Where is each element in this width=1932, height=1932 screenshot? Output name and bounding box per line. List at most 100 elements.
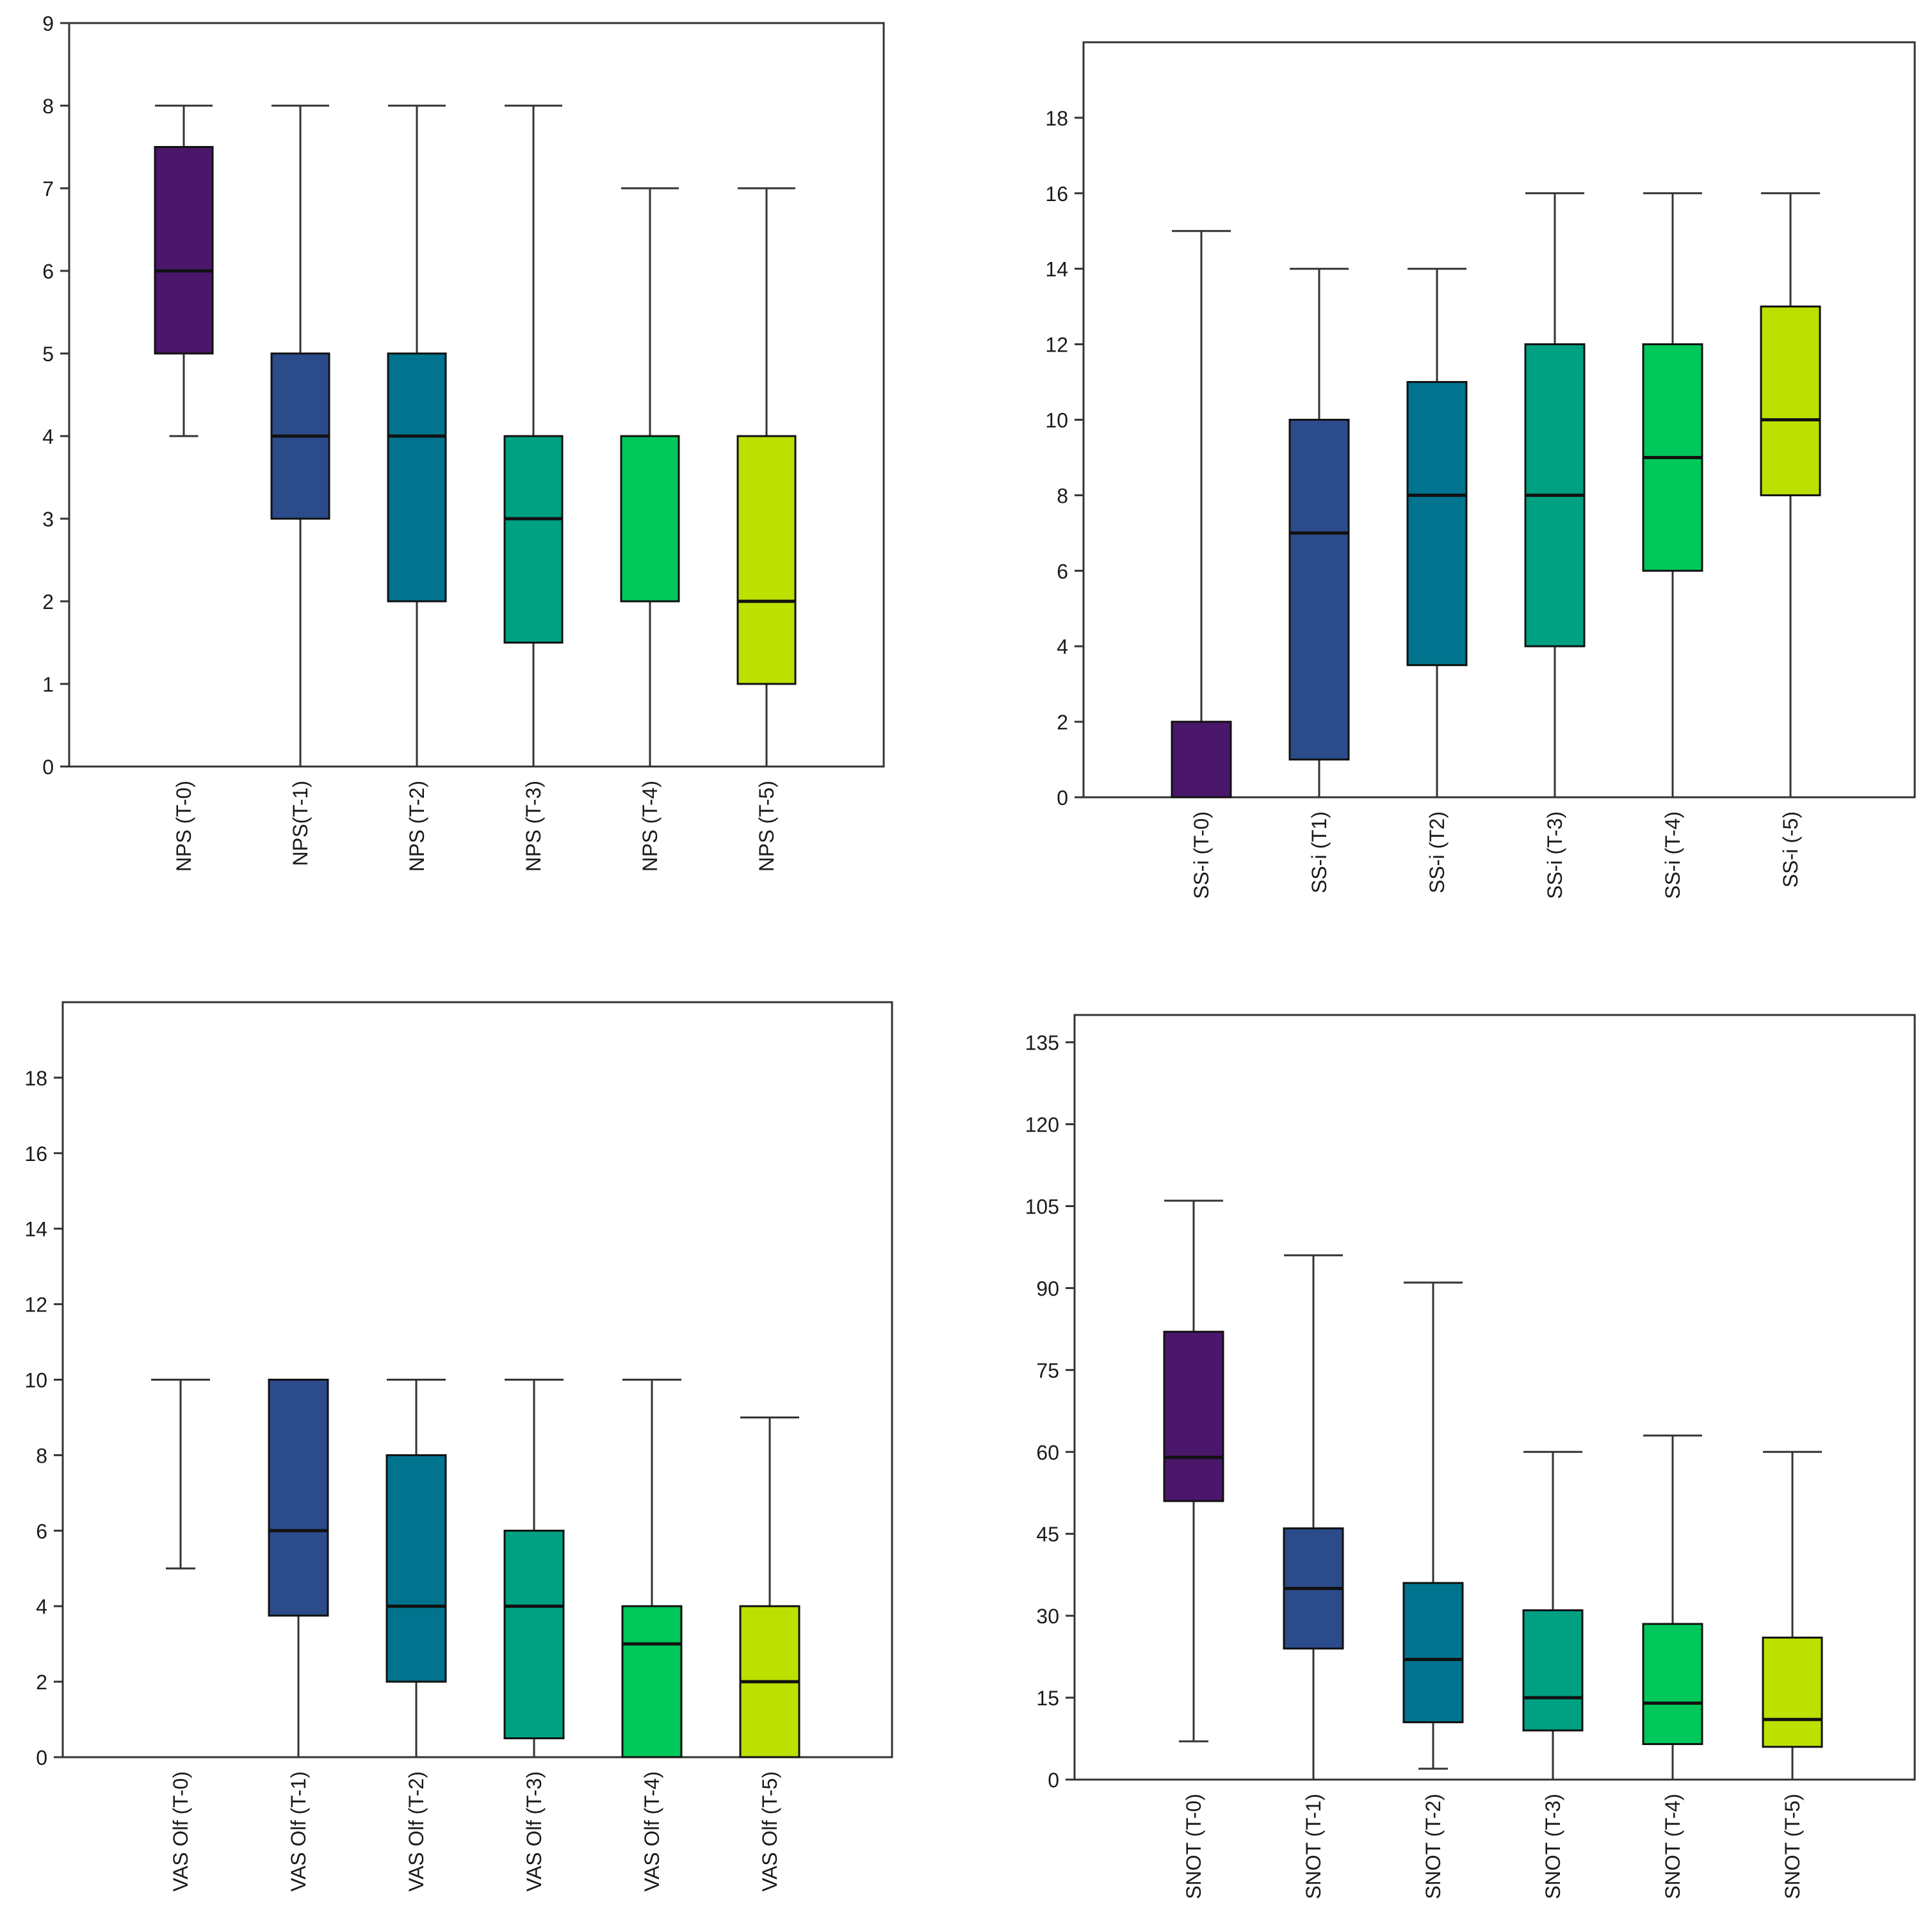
box-body: [503, 1529, 565, 1740]
box-5: [1642, 192, 1703, 797]
y-tick-label: 0: [1057, 786, 1068, 809]
y-tick-label: 8: [1057, 484, 1068, 507]
y-tick-label: 135: [1025, 1032, 1059, 1055]
box-body: [387, 352, 447, 603]
y-tick-label: 14: [1045, 258, 1068, 281]
y-tick-label: 15: [1036, 1687, 1059, 1710]
y-tick-label: 4: [42, 425, 54, 448]
category-label: VAS Olf (T-4): [640, 1771, 663, 1892]
box-2: [1283, 1254, 1344, 1780]
y-tick-label: 18: [24, 1067, 47, 1090]
y-tick-label: 7: [42, 177, 54, 200]
category-label: SNOT (T-0): [1182, 1794, 1205, 1899]
category-label: SS-i (T-0): [1190, 811, 1213, 899]
boxplot-panel-2: 0 2 4 6 8 10 12 14 16 18 SS-i (T-0) SS-i (T1) SS-i (…: [1045, 41, 1916, 899]
category-label: SS-i (T1): [1308, 811, 1331, 893]
category-label: NPS (T-4): [638, 781, 662, 872]
y-tick-label: 0: [42, 756, 54, 779]
y-tick-label: 10: [24, 1369, 47, 1392]
y-tick-label: 4: [1057, 635, 1068, 658]
y-tick-label: 120: [1025, 1114, 1059, 1137]
y-tick-label: 16: [1045, 183, 1068, 206]
box-1: [1171, 230, 1232, 799]
category-label: NPS (T-5): [755, 781, 778, 872]
y-tick-label: 6: [36, 1520, 47, 1543]
y-tick-label: 60: [1036, 1441, 1059, 1464]
box-5: [620, 187, 680, 767]
y-tick-label: 9: [42, 12, 54, 35]
box-body: [1760, 305, 1821, 496]
box-body: [621, 1605, 683, 1758]
category-label: SNOT (T-4): [1661, 1794, 1684, 1899]
y-tick-label: 8: [42, 95, 54, 118]
box-body: [1402, 1582, 1464, 1723]
plot-frame: [1073, 1014, 1916, 1781]
box-body: [620, 435, 680, 603]
box-body: [1762, 1636, 1823, 1748]
boxplot-panel-4: 0 15 30 45 60 75 90 105 120 135 SNOT (T-0) SNOT (T-…: [1025, 1014, 1916, 1899]
y-tick-label: 30: [1036, 1605, 1059, 1628]
category-label: VAS Olf (T-1): [287, 1771, 310, 1892]
category-label: NPS (T-3): [522, 781, 545, 872]
box-body: [1288, 419, 1350, 761]
y-tick-label: 4: [36, 1595, 47, 1618]
category-label: NPS (T-2): [405, 781, 428, 872]
box-body: [1171, 720, 1232, 799]
y-tick-label: 0: [36, 1746, 47, 1769]
category-label: SNOT (T-5): [1781, 1794, 1804, 1899]
box-body: [1163, 1331, 1224, 1502]
box-4: [503, 1379, 565, 1757]
box-4: [1522, 1450, 1584, 1780]
y-tick-label: 16: [24, 1142, 47, 1165]
category-label: SNOT (T-1): [1302, 1794, 1325, 1899]
y-tick-label: 90: [1036, 1277, 1059, 1300]
y-tick-label: 10: [1045, 409, 1068, 432]
y-tick-label: 0: [1048, 1769, 1059, 1792]
category-label: SS-i (T-3): [1543, 811, 1566, 899]
boxplot-panel-1: 0 1 2 3 4 5 6 7 8 9 NPS (T-0) NPS(T-1) NPS (T-2) NPS …: [42, 12, 885, 872]
box-3: [1406, 268, 1468, 797]
box-1: [151, 1379, 210, 1570]
category-label: VAS Olf (T-2): [405, 1771, 428, 1892]
y-tick-label: 14: [24, 1218, 47, 1241]
y-tick-label: 18: [1045, 107, 1068, 130]
box-body: [154, 146, 214, 355]
box-4: [1524, 192, 1586, 797]
box-1: [1163, 1199, 1224, 1742]
box-2: [268, 1379, 329, 1757]
box-3: [387, 104, 447, 767]
box-4: [503, 104, 564, 767]
y-tick-label: 1: [42, 673, 54, 696]
y-tick-label: 105: [1025, 1196, 1059, 1219]
box-2: [1288, 268, 1350, 797]
boxplot-panel-3: 0 2 4 6 8 10 12 14 16 18 VAS Olf (T-0) VAS Olf (T-1…: [24, 1001, 893, 1892]
box-3: [386, 1379, 447, 1757]
box-3: [1402, 1281, 1464, 1770]
y-tick-label: 45: [1036, 1523, 1059, 1546]
box-1: [154, 104, 214, 437]
y-tick-label: 2: [36, 1671, 47, 1694]
box-body: [268, 1379, 329, 1617]
category-label: SS-i (T-4): [1661, 811, 1684, 899]
category-label: VAS Olf (T-3): [523, 1771, 546, 1892]
y-tick-label: 5: [42, 343, 54, 366]
y-tick-label: 2: [42, 590, 54, 613]
category-label: SNOT (T-2): [1422, 1794, 1445, 1899]
y-tick-label: 3: [42, 508, 54, 531]
box-2: [270, 104, 330, 767]
y-tick-label: 2: [1057, 711, 1068, 734]
y-tick-label: 6: [42, 260, 54, 283]
category-label: SNOT (T-3): [1541, 1794, 1564, 1899]
y-tick-label: 8: [36, 1444, 47, 1467]
box-body: [1406, 381, 1468, 667]
y-tick-label: 75: [1036, 1359, 1059, 1382]
y-tick-label: 6: [1057, 560, 1068, 583]
box-body: [736, 435, 797, 685]
box-body: [503, 435, 564, 644]
box-body: [1642, 1623, 1703, 1746]
box-6: [739, 1416, 800, 1758]
box-5: [1642, 1434, 1703, 1780]
category-label: NPS(T-1): [289, 781, 312, 866]
box-6: [1762, 1450, 1823, 1780]
